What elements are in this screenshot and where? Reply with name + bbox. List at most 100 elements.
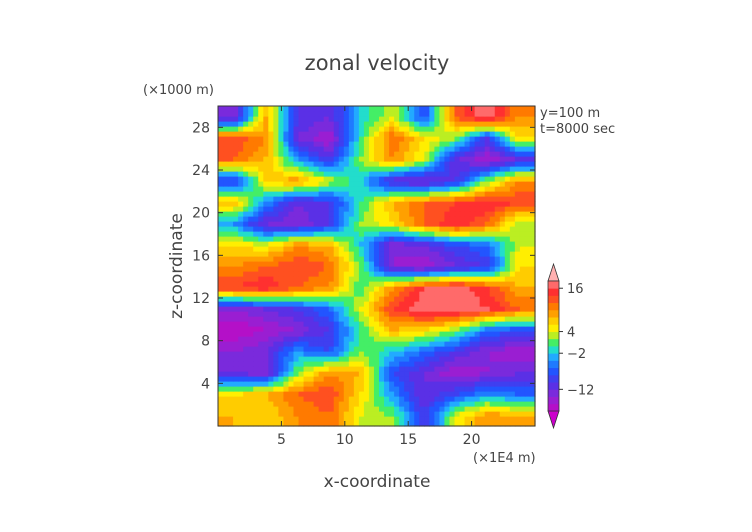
contour-cell	[409, 331, 415, 337]
contour-cell	[529, 251, 536, 257]
contour-cell	[233, 111, 239, 117]
contour-cell	[288, 346, 295, 352]
contour-cell	[384, 411, 390, 417]
contour-cell	[389, 221, 395, 227]
contour-cell	[419, 311, 425, 317]
contour-cell	[469, 286, 476, 292]
contour-cell	[308, 336, 315, 342]
contour-cell	[243, 206, 249, 212]
contour-cell	[303, 291, 310, 297]
contour-cell	[439, 111, 446, 117]
contour-cell	[389, 301, 395, 307]
contour-cell	[273, 191, 279, 197]
contour-cell	[318, 216, 325, 222]
contour-cell	[293, 116, 300, 122]
contour-cell	[278, 211, 285, 217]
contour-cell	[379, 326, 385, 332]
contour-cell	[379, 136, 385, 142]
contour-cell	[373, 361, 380, 367]
contour-cell	[489, 316, 496, 322]
contour-cell	[233, 301, 239, 307]
contour-cell	[469, 141, 476, 147]
colorbar-frame	[547, 280, 560, 412]
contour-cell	[489, 181, 496, 187]
contour-cell	[328, 151, 335, 157]
contour-cell	[218, 181, 224, 187]
contour-cell	[233, 166, 239, 172]
contour-cell	[439, 406, 446, 412]
contour-cell	[499, 276, 506, 282]
contour-cell	[439, 381, 446, 387]
contour-cell	[399, 401, 405, 407]
contour-cell	[308, 361, 315, 367]
contour-cell	[273, 136, 279, 142]
contour-cell	[373, 226, 380, 232]
contour-cell	[489, 281, 496, 287]
contour-cell	[218, 331, 224, 337]
contour-cell	[268, 321, 274, 327]
contour-cell	[323, 146, 330, 152]
contour-cell	[348, 106, 355, 112]
contour-cell	[288, 231, 295, 237]
contour-cell	[389, 146, 395, 152]
contour-cell	[373, 321, 380, 327]
contour-cell	[449, 201, 456, 207]
contour-cell	[519, 156, 526, 162]
contour-cell	[399, 396, 405, 402]
contour-cell	[519, 396, 526, 402]
contour-cell	[459, 216, 466, 222]
contour-cell	[298, 256, 305, 262]
contour-cell	[348, 226, 355, 232]
contour-cell	[283, 196, 290, 202]
contour-cell	[379, 141, 385, 147]
contour-cell	[358, 416, 365, 422]
contour-cell	[529, 221, 536, 227]
contour-cell	[298, 146, 305, 152]
contour-cell	[293, 341, 300, 347]
contour-cell	[253, 366, 259, 372]
contour-cell	[343, 356, 350, 362]
contour-cell	[363, 381, 370, 387]
contour-cell	[348, 151, 355, 157]
contour-cell	[343, 391, 350, 397]
contour-cell	[404, 406, 410, 412]
contour-cell	[524, 301, 531, 307]
contour-cell	[449, 366, 456, 372]
contour-cell	[464, 281, 471, 287]
contour-cell	[524, 116, 531, 122]
contour-cell	[288, 131, 295, 137]
contour-cell	[223, 356, 229, 362]
contour-cell	[379, 161, 385, 167]
contour-cell	[243, 121, 249, 127]
contour-cell	[514, 171, 521, 177]
contour-cell	[333, 226, 340, 232]
contour-cell	[363, 156, 370, 162]
contour-cell	[368, 361, 375, 367]
contour-cell	[228, 406, 234, 412]
contour-cell	[504, 326, 511, 332]
contour-cell	[253, 336, 259, 342]
contour-cell	[233, 131, 239, 137]
contour-cell	[424, 376, 430, 382]
contour-cell	[343, 166, 350, 172]
contour-cell	[243, 291, 249, 297]
contour-cell	[253, 411, 259, 417]
contour-cell	[343, 121, 350, 127]
contour-cell	[479, 266, 486, 272]
contour-cell	[434, 161, 440, 167]
contour-cell	[298, 306, 305, 312]
contour-cell	[449, 401, 456, 407]
contour-cell	[338, 366, 345, 372]
contour-cell	[509, 366, 516, 372]
contour-cell	[469, 191, 476, 197]
contour-cell	[484, 246, 491, 252]
contour-cell	[373, 131, 380, 137]
contour-cell	[288, 301, 295, 307]
contour-cell	[228, 281, 234, 287]
contour-cell	[424, 406, 430, 412]
contour-cell	[489, 196, 496, 202]
contour-cell	[379, 311, 385, 317]
contour-cell	[358, 406, 365, 412]
contour-cell	[439, 321, 446, 327]
contour-cell	[333, 146, 340, 152]
